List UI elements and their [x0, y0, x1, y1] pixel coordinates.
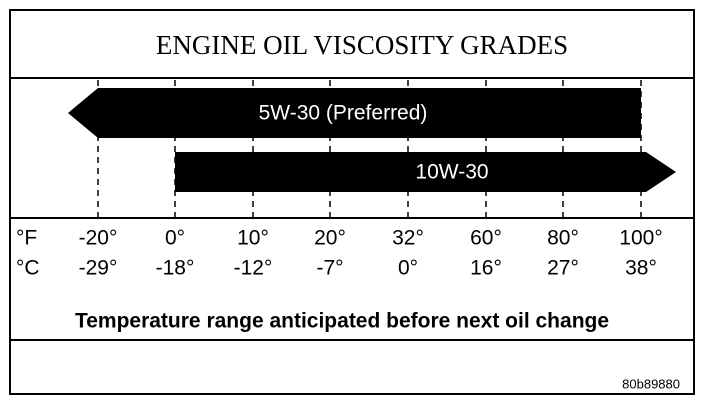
grade-arrow: [175, 152, 676, 192]
fahrenheit-label: 0°: [165, 227, 185, 250]
celsius-label: -12°: [234, 257, 273, 280]
celsius-label: 27°: [547, 257, 579, 280]
celsius-label: 38°: [625, 257, 657, 280]
celsius-label: -7°: [316, 257, 343, 280]
frame: [9, 9, 695, 395]
fahrenheit-label: 20°: [314, 227, 346, 250]
grade-arrow: [68, 88, 641, 138]
fahrenheit-label: 80°: [547, 227, 579, 250]
celsius-label: -29°: [79, 257, 118, 280]
unit-label: °F: [16, 227, 37, 250]
grade-label: 5W-30 (Preferred): [259, 102, 428, 125]
fahrenheit-label: 100°: [619, 227, 662, 250]
fahrenheit-label: -20°: [79, 227, 118, 250]
figure-code: 80b89880: [622, 376, 680, 391]
caption: Temperature range anticipated before nex…: [75, 310, 609, 333]
celsius-label: 0°: [398, 257, 418, 280]
fahrenheit-label: 60°: [470, 227, 502, 250]
fahrenheit-label: 32°: [392, 227, 424, 250]
fahrenheit-label: 10°: [237, 227, 269, 250]
title: ENGINE OIL VISCOSITY GRADES: [156, 30, 568, 60]
celsius-label: 16°: [470, 257, 502, 280]
unit-label: °C: [16, 257, 40, 280]
celsius-label: -18°: [156, 257, 195, 280]
grade-label: 10W-30: [415, 161, 488, 184]
